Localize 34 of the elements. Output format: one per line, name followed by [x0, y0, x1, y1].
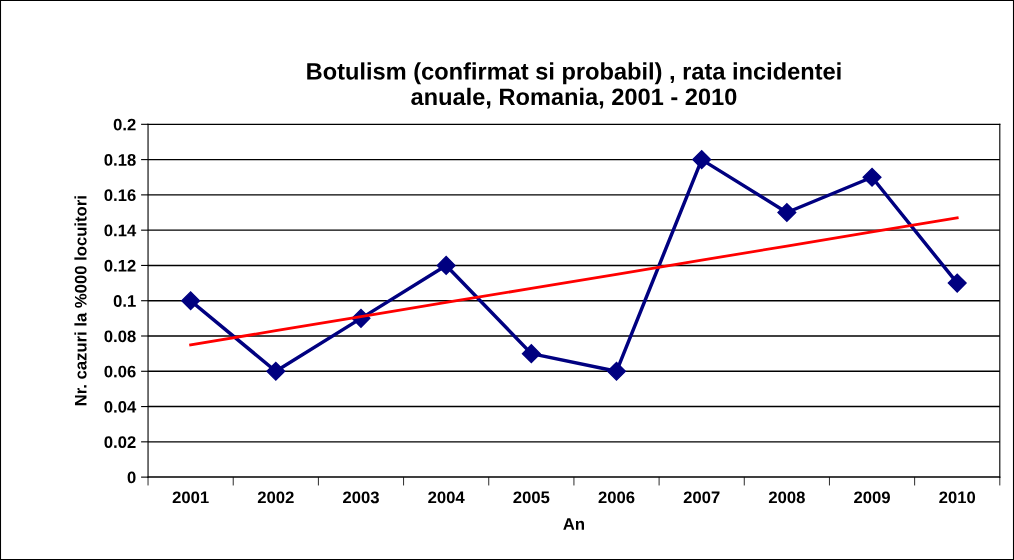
point — [777, 202, 797, 223]
line-series — [189, 216, 959, 347]
y-tick-label: 0.08 — [104, 330, 136, 343]
y-tick-label: 0.06 — [104, 365, 136, 378]
y-tick-label: 0.2 — [113, 118, 136, 131]
point — [862, 167, 882, 187]
y-tick-label: 0.02 — [104, 436, 136, 449]
point — [606, 361, 627, 381]
x-tick-label: 2010 — [939, 491, 976, 504]
point — [266, 361, 286, 381]
y-tick-label: 0.1 — [113, 295, 136, 307]
x-tick-label: 2006 — [598, 491, 635, 504]
y-tick-label: 0.04 — [104, 400, 137, 413]
point — [947, 273, 967, 293]
y-tick-label: 0 — [127, 471, 136, 484]
x-tick-label: 2001 — [172, 491, 209, 504]
x-tick-label: 2009 — [854, 491, 890, 504]
y-tick-label: 0.12 — [104, 259, 136, 272]
point — [521, 344, 541, 364]
x-tick-label: 2005 — [513, 491, 550, 504]
point — [436, 255, 456, 275]
x-tick-label: 2003 — [343, 491, 379, 504]
y-tick-label: 0.14 — [104, 224, 137, 237]
x-tick-label: 2007 — [683, 491, 720, 504]
y-axis-title: Nr. cazuri la %000 locuitori — [74, 196, 87, 406]
x-axis-title: An — [563, 518, 584, 530]
y-tick-label: 0.18 — [104, 154, 136, 166]
x-tick-label: 2008 — [768, 491, 805, 504]
point — [181, 291, 201, 311]
x-tick-label: 2002 — [257, 491, 294, 504]
x-tick-label: 2004 — [428, 491, 465, 504]
y-tick-label: 0.16 — [104, 189, 136, 202]
chart-title: Botulism (confirmat si probabil) , rata incidentei anuale, Romania, 2001 - 2010 — [307, 62, 841, 109]
point — [692, 150, 712, 170]
